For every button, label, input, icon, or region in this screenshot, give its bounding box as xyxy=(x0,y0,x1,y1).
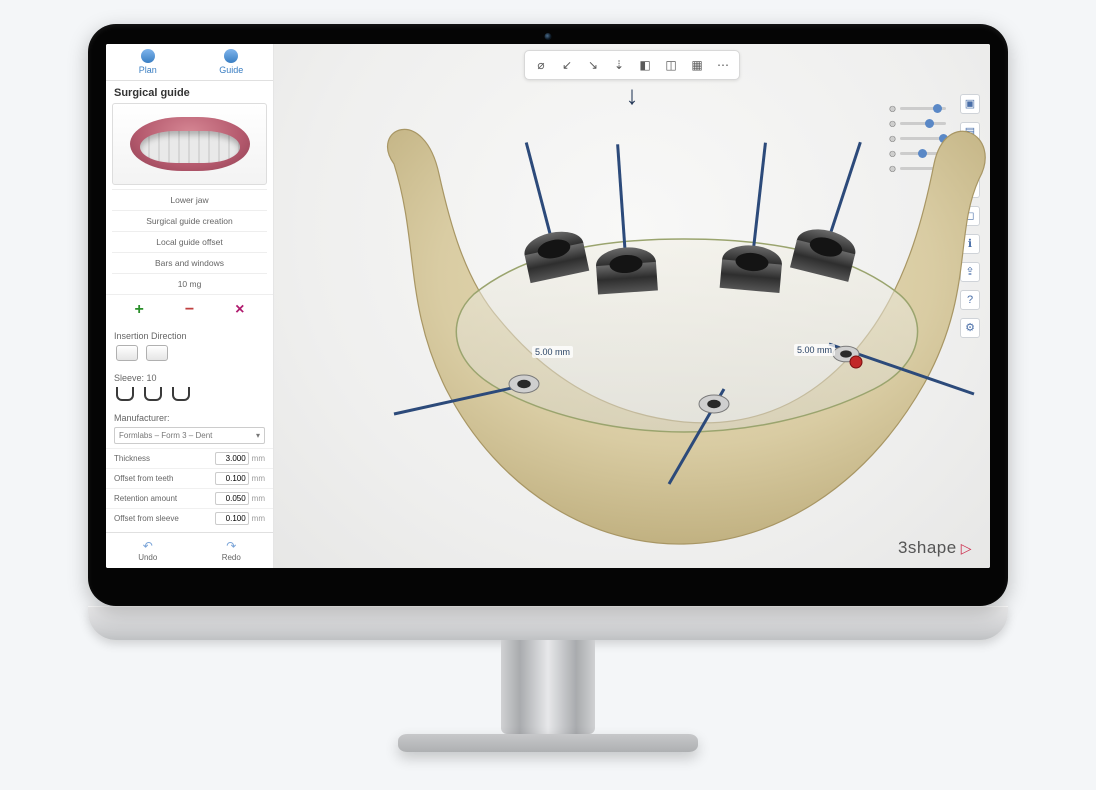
param-offset-teeth-label: Offset from teeth xyxy=(114,474,173,483)
redo-icon: ↷ xyxy=(190,539,274,553)
sleeve-type-a[interactable] xyxy=(116,387,134,401)
undo-icon: ↶ xyxy=(106,539,190,553)
thumbnail-gums xyxy=(130,117,250,171)
insertion-icon-b[interactable] xyxy=(146,345,168,361)
remove-button[interactable]: − xyxy=(185,301,194,319)
param-offset-sleeve: Offset from sleeve mm xyxy=(106,508,273,528)
chevron-down-icon: ▾ xyxy=(256,431,260,440)
monitor-mock: Plan Guide Surgical guide Lower jaw xyxy=(88,24,1008,752)
sleeve-label: Sleeve: 10 xyxy=(106,367,273,385)
thumbnail-teeth xyxy=(140,131,240,163)
insertion-icons xyxy=(106,343,273,367)
brand-logo: 3shape ▷ xyxy=(898,538,972,558)
tab-plan-label: Plan xyxy=(139,65,157,75)
jaw-thumbnail[interactable] xyxy=(112,103,267,185)
monitor-chin xyxy=(88,606,1008,640)
brand-mark-icon: ▷ xyxy=(961,540,972,557)
brand-name: 3shape xyxy=(898,538,957,558)
sleeve-type-c[interactable] xyxy=(172,387,190,401)
insertion-icon-a[interactable] xyxy=(116,345,138,361)
redo-button[interactable]: ↷ Redo xyxy=(190,533,274,568)
param-thickness-label: Thickness xyxy=(114,454,150,463)
camera-dot xyxy=(545,33,552,40)
left-sidebar: Plan Guide Surgical guide Lower jaw xyxy=(106,44,274,568)
sidebar-top-tabs: Plan Guide xyxy=(106,44,273,81)
step-bars-windows[interactable]: Bars and windows xyxy=(112,252,267,273)
tab-guide[interactable]: Guide xyxy=(190,44,274,80)
scene-3d: 5.00 mm 5.00 mm xyxy=(274,44,990,568)
param-thickness: Thickness mm xyxy=(106,448,273,468)
implant-2[interactable] xyxy=(588,142,658,294)
screen: Plan Guide Surgical guide Lower jaw xyxy=(106,44,990,568)
sleeve-icons xyxy=(106,385,273,407)
param-retention-unit: mm xyxy=(252,494,265,503)
param-retention-input[interactable] xyxy=(215,492,249,505)
tab-guide-icon xyxy=(224,49,238,63)
delete-button[interactable]: × xyxy=(235,301,244,319)
param-thickness-unit: mm xyxy=(252,454,265,463)
step-weight[interactable]: 10 mg xyxy=(112,273,267,294)
red-marker xyxy=(850,356,862,368)
monitor-bezel: Plan Guide Surgical guide Lower jaw xyxy=(88,24,1008,606)
param-retention-label: Retention amount xyxy=(114,494,177,503)
panel-title: Surgical guide xyxy=(106,81,273,101)
add-button[interactable]: + xyxy=(134,301,143,319)
step-guide-create[interactable]: Surgical guide creation xyxy=(112,210,267,231)
param-offset-sleeve-label: Offset from sleeve xyxy=(114,514,179,523)
sleeve-type-b[interactable] xyxy=(144,387,162,401)
anchor-sleeve-2-bore xyxy=(707,400,721,408)
step-lower-jaw[interactable]: Lower jaw xyxy=(112,189,267,210)
anchor-sleeve-1-bore xyxy=(517,380,531,388)
anchor-sleeve-3-bore xyxy=(840,350,852,357)
redo-label: Redo xyxy=(222,553,241,562)
implant-4[interactable] xyxy=(790,133,882,282)
undo-label: Undo xyxy=(138,553,157,562)
param-offset-sleeve-input[interactable] xyxy=(215,512,249,525)
tab-plan-icon xyxy=(141,49,155,63)
insertion-title: Insertion Direction xyxy=(106,325,273,343)
manufacturer-value: Formlabs – Form 3 – Dent xyxy=(119,431,212,440)
app-root: Plan Guide Surgical guide Lower jaw xyxy=(106,44,990,568)
monitor-stand-neck xyxy=(501,640,595,734)
dimension-label-2: 5.00 mm xyxy=(794,344,835,356)
monitor-stand-foot xyxy=(398,734,698,752)
add-remove-row: + − × xyxy=(106,294,273,325)
param-offset-teeth-unit: mm xyxy=(252,474,265,483)
bottom-actions: ↶ Undo ↷ Redo xyxy=(106,532,273,568)
tab-plan[interactable]: Plan xyxy=(106,44,190,80)
viewport-3d[interactable]: ⌀ ↙ ↘ ⇣ ◧ ◫ ▦ ⋯ ↓ ◍◍◍◍◍ ▣▤≣☗◻ℹ⇪?⚙ xyxy=(274,44,990,568)
param-offset-teeth: Offset from teeth mm xyxy=(106,468,273,488)
tab-guide-label: Guide xyxy=(219,65,243,75)
undo-button[interactable]: ↶ Undo xyxy=(106,533,190,568)
implant-1[interactable] xyxy=(502,135,589,283)
param-retention: Retention amount mm xyxy=(106,488,273,508)
step-local-offset[interactable]: Local guide offset xyxy=(112,231,267,252)
param-offset-sleeve-unit: mm xyxy=(252,514,265,523)
param-thickness-input[interactable] xyxy=(215,452,249,465)
manufacturer-title: Manufacturer: xyxy=(106,407,273,425)
dimension-label-1: 5.00 mm xyxy=(532,346,573,358)
manufacturer-dropdown[interactable]: Formlabs – Form 3 – Dent ▾ xyxy=(114,427,265,444)
param-offset-teeth-input[interactable] xyxy=(215,472,249,485)
